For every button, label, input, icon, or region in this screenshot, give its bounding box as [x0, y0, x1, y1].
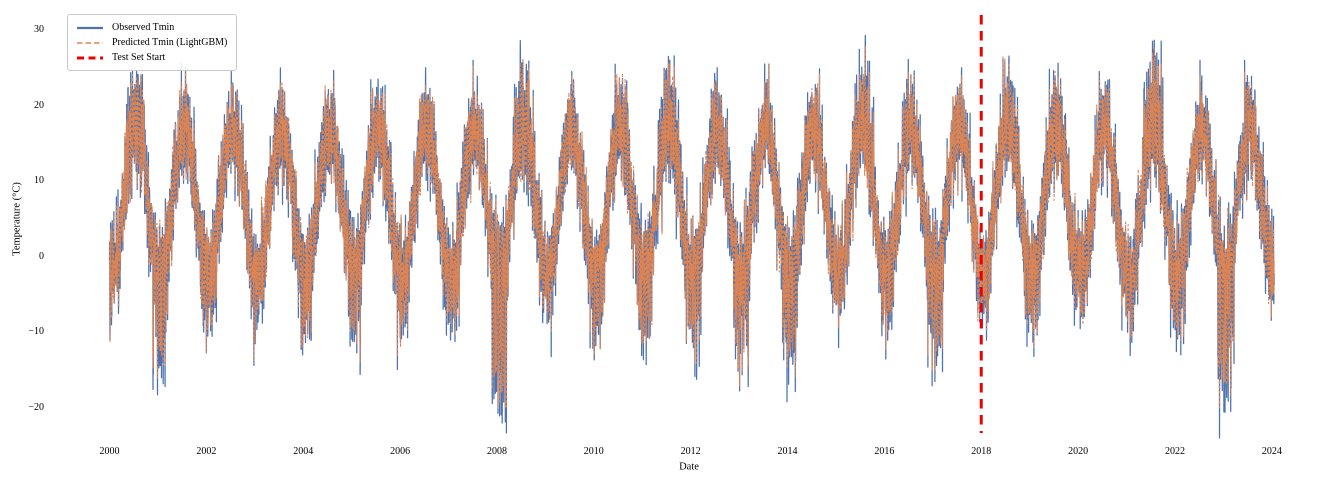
x-tick-label: 2024 [1261, 446, 1282, 457]
x-tick-label: 2020 [1068, 446, 1089, 457]
legend-item-label: Test Set Start [112, 52, 166, 63]
y-tick-label: −10 [28, 326, 44, 338]
y-axis-label: Temperature (°C) [11, 182, 23, 256]
y-tick-label: 10 [34, 175, 44, 187]
predicted-line-swatch-icon [77, 41, 103, 44]
legend-item-label: Observed Tmin [112, 22, 175, 33]
x-tick-label: 2018 [971, 446, 992, 457]
legend-item: Predicted Tmin (LightGBM) [75, 35, 227, 50]
x-tick-label: 2008 [486, 446, 507, 457]
x-tick-label: 2000 [99, 446, 120, 457]
legend-item-label: Predicted Tmin (LightGBM) [112, 37, 228, 48]
x-tick-label: 2006 [390, 446, 411, 457]
y-tick-label: 0 [39, 250, 44, 262]
x-axis-label: Date [679, 461, 699, 473]
y-tick-label: 30 [34, 24, 44, 35]
x-tick-label: 2012 [680, 446, 701, 457]
x-tick-label: 2016 [874, 446, 895, 457]
observed-line-swatch-icon [77, 26, 103, 29]
x-tick-label: 2004 [293, 446, 314, 457]
predicted-line [108, 45, 1275, 409]
y-tick-label: 20 [34, 99, 44, 111]
x-tick-label: 2022 [1164, 446, 1185, 457]
legend: Observed Tmin Predicted Tmin (LightGBM) Te… [67, 14, 238, 71]
y-tick-label: −20 [28, 402, 44, 413]
legend-item: Test Set Start [75, 50, 227, 65]
legend-item: Observed Tmin [75, 20, 227, 35]
x-tick-label: 2014 [777, 446, 798, 457]
x-tick-label: 2010 [583, 446, 604, 457]
x-tick-label: 2002 [196, 446, 217, 457]
test-start-line-swatch-icon [77, 56, 103, 59]
